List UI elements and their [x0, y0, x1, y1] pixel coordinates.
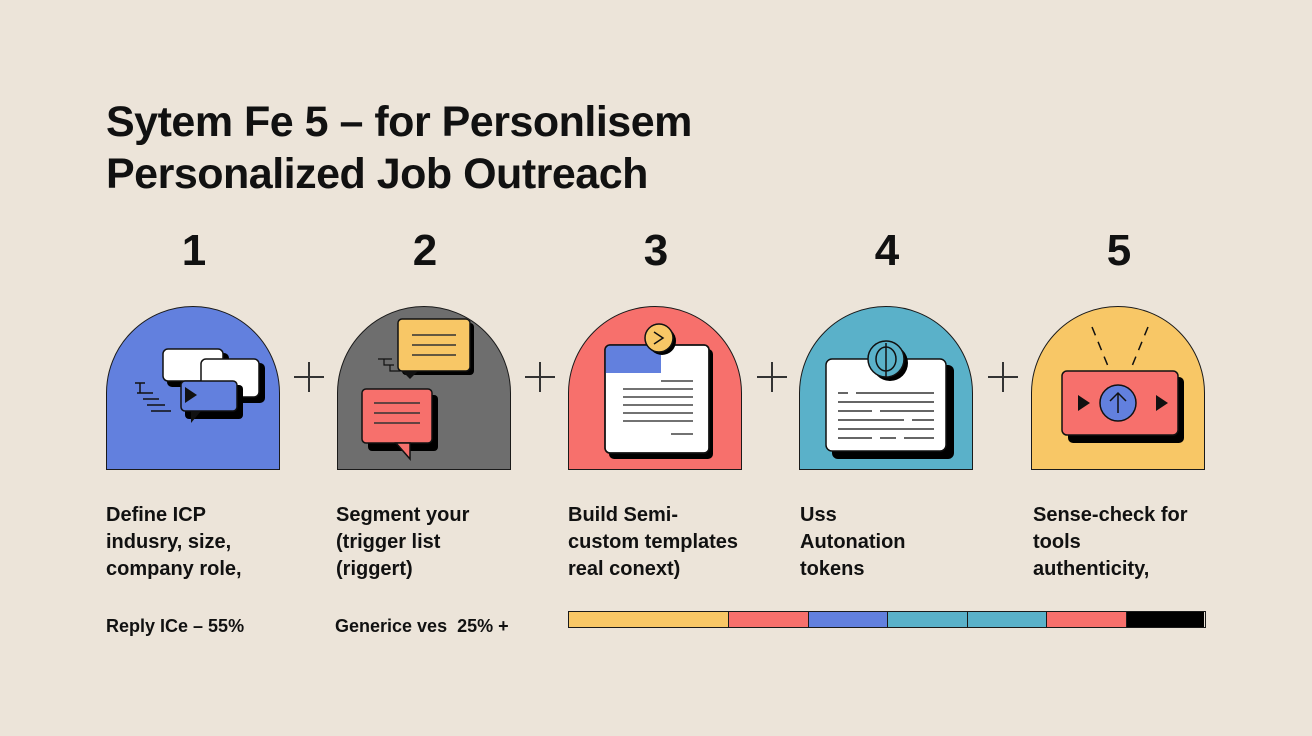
step-arch: [568, 306, 742, 470]
document-template-icon: [604, 323, 713, 459]
step-1-description: Define ICP indusry, size, company role,: [106, 504, 242, 580]
step-1: 1: [106, 226, 282, 470]
step-arch: [337, 306, 511, 470]
step-arch: [1031, 306, 1205, 470]
plus-icon: [755, 360, 789, 394]
bar-segment: [1127, 612, 1204, 627]
bar-segment: [888, 612, 968, 627]
bar-segment: [729, 612, 809, 627]
chat-bubbles-icon: [135, 348, 265, 423]
plus-icon: [292, 360, 326, 394]
reply-rate-stat: Reply ICe – 55%: [106, 616, 245, 636]
step-number: 3: [643, 226, 669, 275]
page-title: Sytem Fe 5 – for Personlisem Personalize…: [106, 96, 692, 200]
bar-segment: [1047, 612, 1127, 627]
step-2-description: Segment your (trigger list (riggert): [336, 504, 470, 580]
step-arch: [106, 306, 280, 470]
upload-check-icon: [1061, 326, 1184, 443]
bar-segment: [809, 612, 888, 627]
step-number: 4: [874, 226, 900, 275]
bar-segment: [569, 612, 729, 627]
plus-icon: [986, 360, 1020, 394]
bar-segment: [968, 612, 1047, 627]
step-2: 2: [337, 226, 513, 470]
title-line-2: Personalized Job Outreach: [106, 150, 648, 198]
plus-icon: [523, 360, 557, 394]
message-stack-icon: [361, 318, 474, 461]
generic-rate-stat: Generice ves 25% +: [335, 616, 509, 636]
step-3: 3: [568, 226, 744, 470]
step-5: 5: [1031, 226, 1207, 470]
token-card-icon: [825, 340, 954, 459]
segmented-progress-bar: [568, 611, 1206, 628]
title-line-1: Sytem Fe 5 – for Personlisem: [106, 98, 692, 146]
step-4: 4: [799, 226, 975, 470]
step-number: 2: [412, 226, 438, 275]
step-arch: [799, 306, 973, 470]
step-5-description: Sense-check for tools authenticity,: [1033, 504, 1188, 580]
step-4-description: Uss Autonation tokens: [800, 504, 906, 580]
step-number: 5: [1106, 226, 1132, 275]
step-number: 1: [181, 226, 207, 275]
step-3-description: Build Semi- custom templates real conext…: [568, 504, 739, 580]
